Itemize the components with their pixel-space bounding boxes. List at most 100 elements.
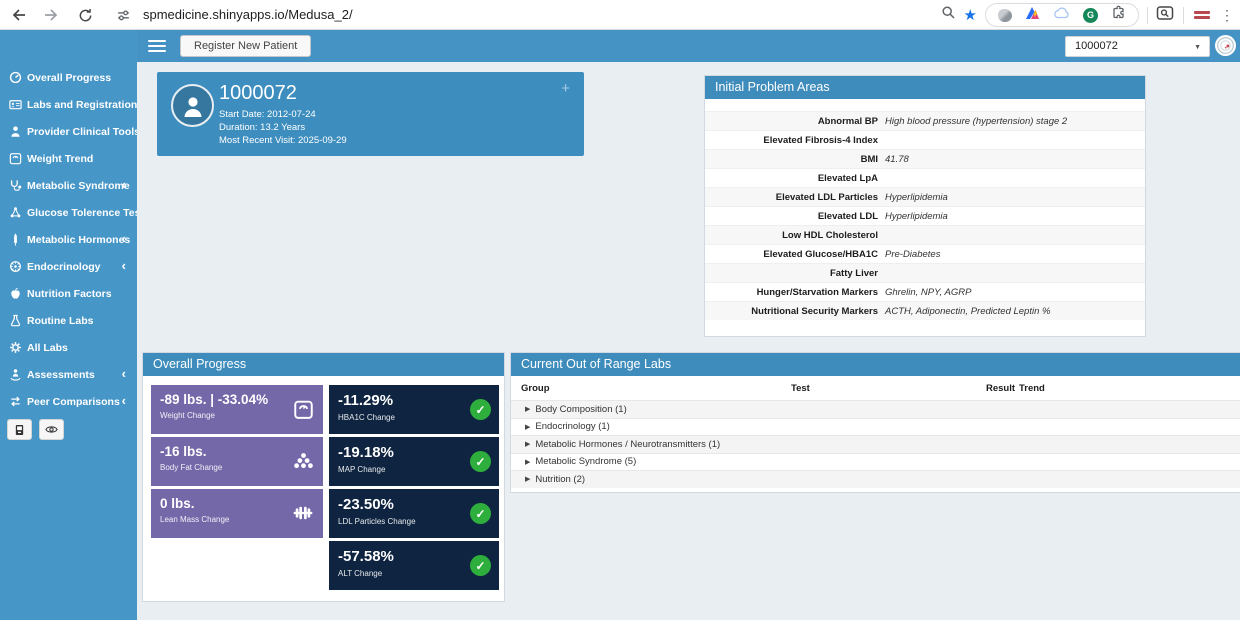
problem-row: Low HDL Cholesterol [705, 225, 1145, 244]
exchange-arrows-icon [9, 395, 24, 408]
chevron-left-icon: ‹ [121, 177, 126, 192]
weight-change-tile: -89 lbs. | -33.04% Weight Change [151, 385, 323, 434]
bookmark-star-icon[interactable]: ★ [963, 6, 977, 24]
panel-title: Overall Progress [143, 353, 504, 376]
hba1c-change-tile: -11.29% HBA1C Change ✓ [329, 385, 499, 434]
body-fat-cells-icon [293, 451, 314, 477]
patient-start-date: Start Date: 2012-07-24 [219, 109, 316, 120]
map-change-tile: -19.18% MAP Change ✓ [329, 437, 499, 486]
back-icon[interactable] [8, 4, 30, 26]
sidebar-item-endocrinology[interactable]: Endocrinology ‹ [0, 253, 137, 280]
forward-icon[interactable] [40, 4, 62, 26]
lab-group-row-endocrinology[interactable]: ▶ Endocrinology (1) [511, 417, 1240, 436]
cloud-extension-icon[interactable] [1053, 6, 1070, 24]
tab-search-icon[interactable] [1156, 5, 1175, 26]
problem-row: BMI 41.78 [705, 149, 1145, 168]
column-group: Group [521, 382, 550, 394]
problem-row: Abnormal BP High blood pressure (hyperten… [705, 111, 1145, 130]
register-new-patient-button[interactable]: Register New Patient [180, 35, 312, 57]
extensions-puzzle-icon[interactable] [1111, 5, 1126, 25]
problem-row: Nutritional Security Markers ACTH, Adipon… [705, 301, 1145, 320]
sidebar-item-label: Peer Comparisons [27, 395, 120, 408]
sidebar-item-label: Nutrition Factors [27, 287, 112, 300]
weight-scale-icon [293, 399, 314, 425]
chevron-left-icon: ‹ [121, 258, 126, 273]
reload-icon[interactable] [74, 4, 96, 26]
url-bar[interactable]: spmedicine.shinyapps.io/Medusa_2/ [143, 7, 353, 22]
extension-gray-icon[interactable] [998, 8, 1012, 22]
grammarly-icon[interactable]: G [1083, 7, 1098, 23]
weight-scale-icon [9, 152, 24, 165]
eye-button[interactable] [39, 419, 64, 440]
sidebar-item-nutrition-factors[interactable]: Nutrition Factors [0, 280, 137, 307]
problem-row: Elevated Glucose/HBA1C Pre-Diabetes [705, 244, 1145, 263]
problem-row: Hunger/Starvation Markers Ghrelin, NPY, A… [705, 282, 1145, 301]
body-fat-change-tile: -16 lbs. Body Fat Change [151, 437, 323, 486]
medusa-logo [1215, 35, 1236, 56]
chevron-left-icon: ‹ [121, 393, 126, 408]
caret-down-icon: ▼ [1194, 44, 1201, 51]
lab-group-row-body-composition[interactable]: ▶ Body Composition (1) [511, 400, 1240, 418]
sidebar-item-routine-labs[interactable]: Routine Labs [0, 307, 137, 334]
clinician-icon [9, 125, 24, 138]
sidebar-item-overall-progress[interactable]: Overall Progress [0, 64, 137, 91]
out-of-range-labs-panel: Current Out of Range Labs Group Test Res… [510, 352, 1240, 493]
success-check-icon: ✓ [470, 451, 491, 472]
sidebar-item-metabolic-syndrome[interactable]: Metabolic Syndrome ‹ [0, 172, 137, 199]
panel-title: Current Out of Range Labs [511, 353, 1240, 376]
archive-button[interactable] [7, 419, 32, 440]
apple-icon [9, 287, 24, 300]
lab-group-row-metabolic-hormones[interactable]: ▶ Metabolic Hormones / Neurotransmitters… [511, 435, 1240, 453]
plus-icon[interactable]: + [561, 80, 570, 97]
expand-triangle-icon: ▶ [525, 441, 531, 449]
problem-row: Elevated LDL Particles Hyperlipidemia [705, 187, 1145, 206]
divider [1147, 6, 1148, 24]
alt-change-tile: -57.58% ALT Change ✓ [329, 541, 499, 590]
sidebar-item-metabolic-hormones[interactable]: Metabolic Hormones ‹ [0, 226, 137, 253]
column-result: Result [986, 382, 1016, 394]
patient-select[interactable]: 1000072 ▼ [1065, 36, 1210, 57]
sidebar: Overall Progress Labs and Registration P… [0, 30, 144, 620]
sidebar-item-labs-and-registration[interactable]: Labs and Registration [0, 91, 137, 118]
sidebar-item-label: Labs and Registration [27, 98, 138, 111]
syringe-icon [9, 233, 24, 246]
extension-color-icon[interactable] [1025, 6, 1040, 25]
profile-avatar-icon[interactable] [1192, 7, 1212, 23]
sidebar-item-provider-clinical-tools[interactable]: Provider Clinical Tools [0, 118, 140, 145]
sidebar-toggle-menu-icon[interactable] [148, 38, 166, 54]
sidebar-item-label: Routine Labs [27, 314, 94, 327]
sidebar-item-label: Endocrinology [27, 260, 101, 273]
patient-card: 1000072 Start Date: 2012-07-24 Duration:… [157, 72, 584, 156]
problem-row: Fatty Liver [705, 263, 1145, 282]
chevron-left-icon: ‹ [121, 366, 126, 381]
sidebar-item-label: Metabolic Syndrome [27, 179, 130, 192]
initial-problem-areas-panel: Initial Problem Areas Abnormal BP High bl… [704, 75, 1146, 337]
table-header: Group Test Result Trend [511, 376, 1240, 400]
lab-group-row-nutrition[interactable]: ▶ Nutrition (2) [511, 470, 1240, 488]
sidebar-item-assessments[interactable]: Assessments ‹ [0, 361, 137, 388]
expand-triangle-icon: ▶ [525, 476, 531, 484]
endocrine-wheel-icon [9, 260, 24, 273]
sidebar-item-label: Provider Clinical Tools [27, 125, 140, 138]
browser-chrome: spmedicine.shinyapps.io/Medusa_2/ ★ G ⋮ [0, 0, 1240, 30]
sidebar-item-peer-comparisons[interactable]: Peer Comparisons ‹ [0, 388, 137, 415]
dumbbell-icon [292, 503, 314, 528]
search-icon[interactable] [941, 5, 956, 25]
column-test: Test [791, 382, 810, 394]
sidebar-item-label: All Labs [27, 341, 68, 354]
problem-row: Elevated LDL Hyperlipidemia [705, 206, 1145, 225]
site-info-icon[interactable] [112, 4, 134, 26]
sidebar-item-glucose-tolerence-test[interactable]: Glucose Tolerence Test [0, 199, 144, 226]
patient-most-recent-visit: Most Recent Visit: 2025-09-29 [219, 135, 347, 146]
sidebar-item-weight-trend[interactable]: Weight Trend [0, 145, 137, 172]
app-topbar: Register New Patient 1000072 ▼ [137, 30, 1240, 62]
sidebar-footer [0, 419, 64, 440]
column-trend: Trend [1019, 382, 1045, 394]
sidebar-item-all-labs[interactable]: All Labs [0, 334, 137, 361]
lean-mass-change-tile: 0 lbs. Lean Mass Change [151, 489, 323, 538]
sidebar-item-label: Metabolic Hormones [27, 233, 131, 246]
id-card-icon [9, 98, 24, 111]
main-content: 1000072 Start Date: 2012-07-24 Duration:… [137, 62, 1240, 620]
lab-group-row-metabolic-syndrome[interactable]: ▶ Metabolic Syndrome (5) [511, 452, 1240, 471]
chrome-menu-icon[interactable]: ⋮ [1220, 6, 1234, 23]
